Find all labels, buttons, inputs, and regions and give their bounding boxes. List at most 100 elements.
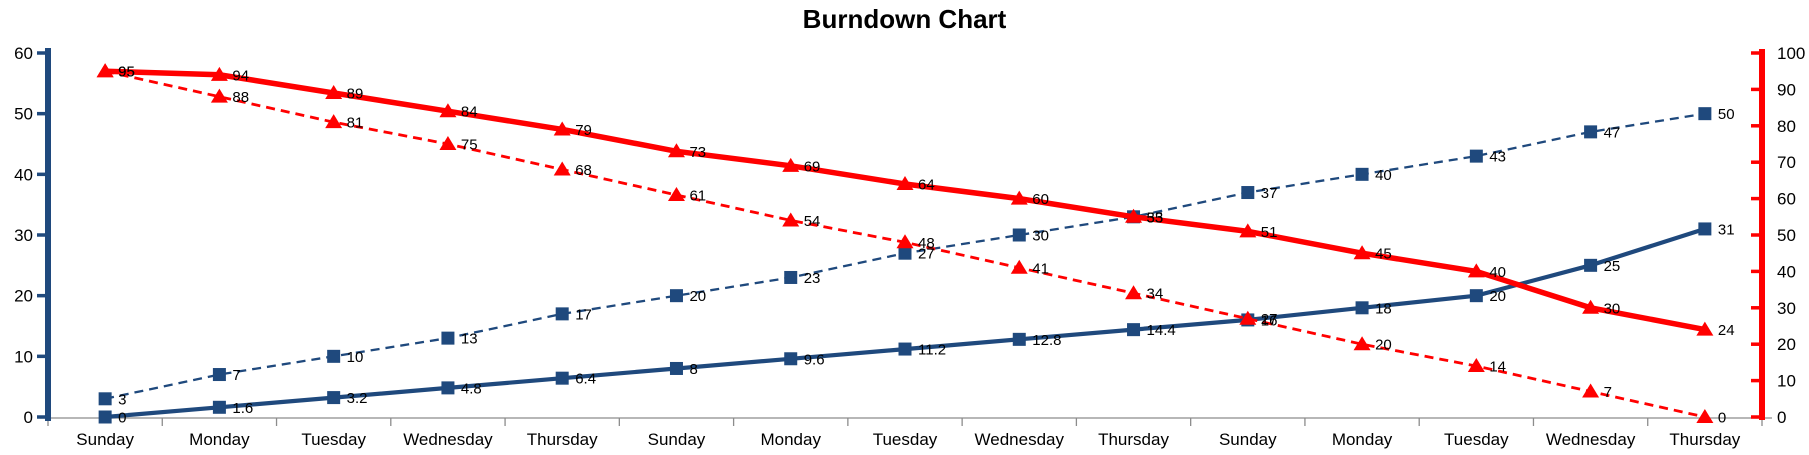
series-red-solid: [96, 63, 1714, 336]
data-point-marker: [1353, 336, 1371, 351]
data-point-marker: [1239, 223, 1257, 238]
data-point-label: 7: [1604, 384, 1612, 401]
right-axis-tick-label: 20: [1777, 335, 1796, 354]
data-point-label: 20: [1375, 337, 1392, 354]
data-point-label: 1.6: [232, 400, 253, 417]
data-point-marker: [1010, 259, 1028, 274]
left-axis-tick-label: 50: [14, 105, 33, 124]
data-point-label: 48: [918, 235, 935, 252]
right-axis-tick-label: 0: [1777, 408, 1786, 427]
data-point-label: 64: [918, 177, 935, 194]
data-point-label: 61: [689, 187, 706, 204]
data-point-label: 14.4: [1147, 322, 1176, 339]
data-point-marker: [782, 157, 800, 172]
data-point-marker: [441, 381, 455, 395]
data-point-marker: [1241, 186, 1255, 200]
data-point-label: 20: [1489, 288, 1506, 305]
data-point-marker: [1012, 332, 1026, 346]
data-point-marker: [210, 88, 228, 103]
data-point-label: 4.8: [461, 380, 482, 397]
data-point-marker: [782, 212, 800, 227]
series-blue-dashed: [98, 107, 1712, 406]
data-point-marker: [898, 246, 912, 260]
data-point-label: 18: [1375, 300, 1392, 317]
data-point-label: 30: [1032, 228, 1049, 245]
data-point-label: 37: [1261, 185, 1278, 202]
right-axis-tick-label: 60: [1777, 190, 1796, 209]
data-point-label: 50: [1718, 106, 1735, 123]
series-red-dashed: [96, 63, 1714, 423]
left-axis-tick-label: 40: [14, 165, 33, 184]
data-point-marker: [327, 391, 341, 405]
data-point-label: 34: [1147, 286, 1164, 303]
data-point-label: 23: [804, 270, 821, 287]
data-point-label: 40: [1375, 167, 1392, 184]
left-axis-tick-label: 30: [14, 226, 33, 245]
x-axis-label: Monday: [1332, 430, 1393, 449]
data-point-label: 30: [1604, 300, 1621, 317]
right-axis-tick-label: 40: [1777, 262, 1796, 281]
data-point-marker: [1010, 190, 1028, 205]
data-point-label: 16: [1261, 312, 1278, 329]
data-point-label: 95: [118, 64, 135, 81]
data-point-label: 89: [347, 86, 364, 103]
data-point-marker: [1355, 167, 1369, 181]
data-point-marker: [1698, 222, 1712, 236]
data-point-marker: [555, 307, 569, 321]
data-point-label: 94: [232, 67, 249, 84]
data-point-label: 60: [1032, 191, 1049, 208]
data-point-marker: [896, 176, 914, 191]
data-point-label: 7: [232, 367, 240, 384]
data-point-label: 41: [1032, 260, 1049, 277]
data-point-marker: [555, 371, 569, 385]
data-point-marker: [210, 66, 228, 81]
data-point-marker: [98, 410, 112, 424]
data-point-marker: [325, 85, 343, 100]
data-point-marker: [898, 342, 912, 356]
data-point-marker: [1582, 299, 1600, 314]
data-point-marker: [325, 114, 343, 129]
data-point-marker: [553, 161, 571, 176]
data-point-label: 40: [1489, 264, 1506, 281]
data-point-marker: [98, 392, 112, 406]
right-axis-tick-label: 70: [1777, 153, 1796, 172]
x-axis-label: Sunday: [1219, 430, 1277, 449]
data-point-label: 24: [1718, 322, 1735, 339]
data-point-marker: [1467, 263, 1485, 278]
data-point-marker: [784, 352, 798, 366]
data-point-marker: [1355, 301, 1369, 315]
data-point-marker: [1125, 285, 1143, 300]
data-point-marker: [1696, 409, 1714, 423]
data-point-marker: [896, 234, 914, 249]
data-point-label: 27: [1261, 311, 1278, 328]
data-point-label: 0: [1718, 410, 1726, 427]
data-point-label: 55: [1147, 209, 1164, 226]
data-point-label: 17: [575, 306, 592, 323]
data-point-label: 73: [689, 144, 706, 161]
series-blue-solid: [98, 222, 1712, 424]
data-point-marker: [1584, 258, 1598, 272]
data-point-label: 84: [461, 104, 478, 121]
left-axis-tick-label: 60: [14, 44, 33, 63]
data-point-label: 3: [118, 391, 126, 408]
data-point-marker: [96, 63, 114, 78]
right-axis-tick-label: 100: [1777, 44, 1805, 63]
data-point-label: 88: [232, 89, 249, 106]
data-point-marker: [1467, 358, 1485, 373]
data-point-marker: [784, 270, 798, 284]
data-point-label: 54: [804, 213, 821, 230]
right-axis-tick-label: 10: [1777, 372, 1796, 391]
left-value-axis: 0 10 20 30 40 50 60: [14, 44, 51, 427]
right-axis-tick-label: 30: [1777, 299, 1796, 318]
data-point-marker: [667, 143, 685, 158]
data-point-marker: [669, 289, 683, 303]
x-axis-label: Wednesday: [1546, 430, 1636, 449]
data-point-marker: [1584, 125, 1598, 139]
x-axis-label: Wednesday: [403, 430, 493, 449]
x-axis-label: Monday: [189, 430, 250, 449]
right-axis-tick-label: 80: [1777, 117, 1796, 136]
data-point-label: 8: [689, 361, 697, 378]
data-point-label: 0: [118, 410, 126, 427]
data-point-label: 20: [689, 288, 706, 305]
